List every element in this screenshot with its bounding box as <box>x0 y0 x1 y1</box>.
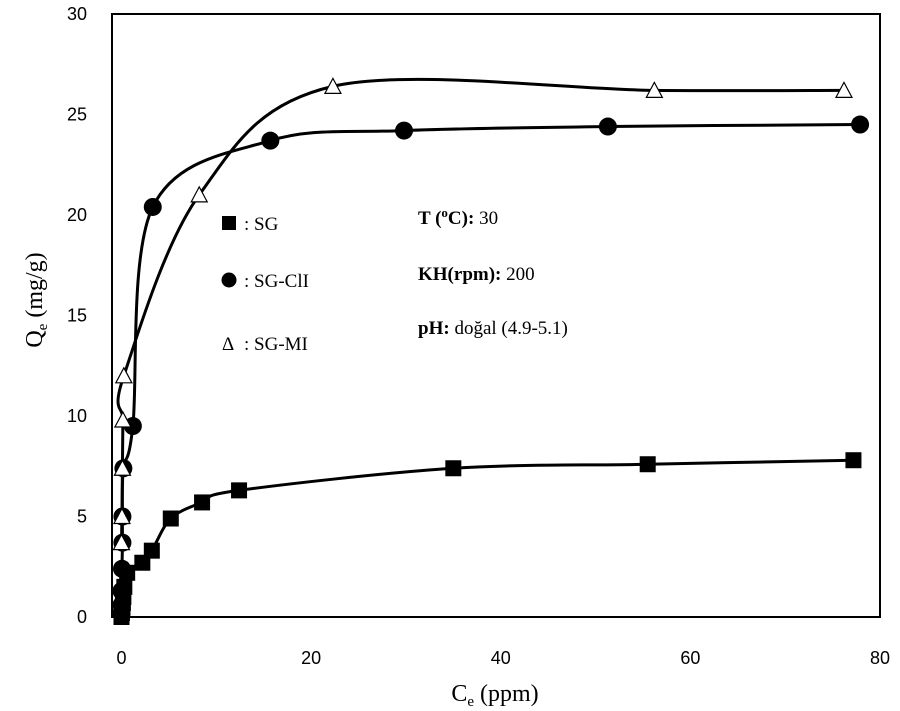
y-axis-ticks: 0 5 10 15 20 25 30 <box>67 4 87 627</box>
x-tick-label: 60 <box>680 648 700 668</box>
annotation-ph: pH: doğal (4.9-5.1) <box>418 318 568 339</box>
data-point-series-2 <box>112 533 131 551</box>
data-point-series-0 <box>445 460 462 477</box>
x-tick-label: 40 <box>491 648 511 668</box>
y-tick-label: 20 <box>67 205 87 225</box>
legend-marker-sg-cli <box>221 272 237 288</box>
x-tick-label: 0 <box>116 648 126 668</box>
data-point-series-2 <box>190 185 209 203</box>
data-markers <box>112 77 870 625</box>
legend: : SG : SG-ClI Δ : SG-MI <box>221 214 309 355</box>
plot-area <box>111 13 881 618</box>
y-tick-label: 30 <box>67 4 87 24</box>
data-point-series-1 <box>143 197 162 216</box>
data-point-series-0 <box>845 452 862 469</box>
data-point-series-0 <box>194 494 211 511</box>
data-point-series-1 <box>395 121 414 140</box>
y-tick-label: 10 <box>67 406 87 426</box>
annotation-shaking-rate: KH(rpm): 200 <box>418 264 535 285</box>
y-tick-label: 15 <box>67 306 87 326</box>
legend-label-sg: : SG <box>244 214 279 235</box>
data-point-series-2 <box>113 458 132 476</box>
data-point-series-1 <box>598 117 617 136</box>
data-point-series-2 <box>323 77 342 94</box>
data-point-series-0 <box>231 482 248 499</box>
x-axis-title: Ce (ppm) <box>451 681 538 710</box>
conditions-annotation: T (oC): 30 KH(rpm): 200 pH: doğal (4.9-5… <box>418 205 568 339</box>
x-tick-label: 80 <box>870 648 890 668</box>
data-point-series-2 <box>114 366 133 384</box>
data-point-series-2 <box>112 507 131 525</box>
data-point-series-0 <box>143 542 160 559</box>
data-point-series-1 <box>261 131 280 150</box>
x-axis-ticks: 0 20 40 60 80 <box>116 648 890 668</box>
y-tick-label: 5 <box>77 507 87 527</box>
data-point-series-2 <box>645 81 664 98</box>
y-tick-label: 0 <box>77 607 87 627</box>
data-point-series-2 <box>834 81 853 98</box>
y-axis-title: Qe (mg/g) <box>22 252 51 347</box>
legend-label-sg-mi: : SG-MI <box>244 334 308 355</box>
data-point-series-0 <box>639 456 656 473</box>
data-point-series-0 <box>162 510 179 527</box>
legend-label-sg-cli: : SG-ClI <box>244 271 309 292</box>
legend-marker-sg <box>222 216 236 230</box>
legend-marker-sg-mi: Δ <box>222 334 234 355</box>
y-tick-label: 25 <box>67 105 87 125</box>
data-point-series-2 <box>113 410 132 428</box>
data-point-series-1 <box>851 115 870 134</box>
annotation-temperature: T (oC): 30 <box>418 205 498 229</box>
data-point-series-1 <box>112 595 131 614</box>
data-point-series-0 <box>134 554 151 571</box>
data-point-series-1 <box>112 581 131 600</box>
data-point-series-1 <box>112 559 131 578</box>
x-tick-label: 20 <box>301 648 321 668</box>
